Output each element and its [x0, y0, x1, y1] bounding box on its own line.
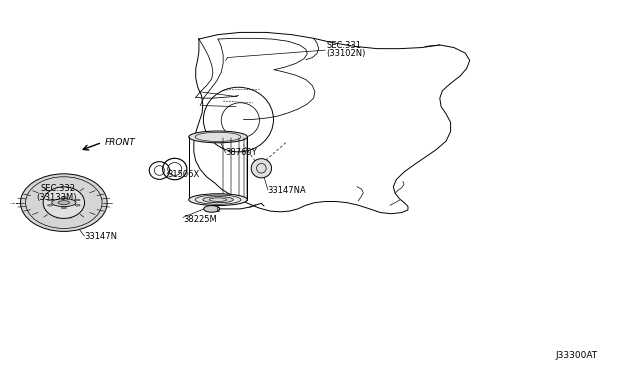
- Ellipse shape: [189, 194, 247, 206]
- Text: 31506X: 31506X: [167, 170, 199, 179]
- Text: 33147NA: 33147NA: [268, 186, 307, 195]
- Text: J33300AT: J33300AT: [556, 350, 598, 360]
- Ellipse shape: [189, 131, 247, 143]
- Text: (33102N): (33102N): [326, 49, 365, 58]
- Text: 33147N: 33147N: [84, 232, 117, 241]
- Ellipse shape: [43, 187, 84, 218]
- Text: FRONT: FRONT: [104, 138, 136, 147]
- Text: SEC.331: SEC.331: [326, 41, 362, 50]
- Text: 38760Y: 38760Y: [226, 148, 257, 157]
- Text: SEC.332: SEC.332: [41, 185, 76, 193]
- Ellipse shape: [58, 201, 70, 205]
- Ellipse shape: [251, 159, 271, 178]
- Ellipse shape: [47, 204, 52, 206]
- Ellipse shape: [20, 174, 107, 231]
- Ellipse shape: [61, 207, 67, 209]
- Ellipse shape: [75, 199, 80, 201]
- Text: 38225M: 38225M: [183, 215, 217, 224]
- Ellipse shape: [47, 199, 52, 201]
- Text: (33133M): (33133M): [36, 193, 77, 202]
- Ellipse shape: [61, 196, 67, 198]
- Ellipse shape: [75, 204, 80, 206]
- Ellipse shape: [204, 206, 220, 212]
- Ellipse shape: [52, 199, 76, 206]
- Ellipse shape: [203, 196, 234, 203]
